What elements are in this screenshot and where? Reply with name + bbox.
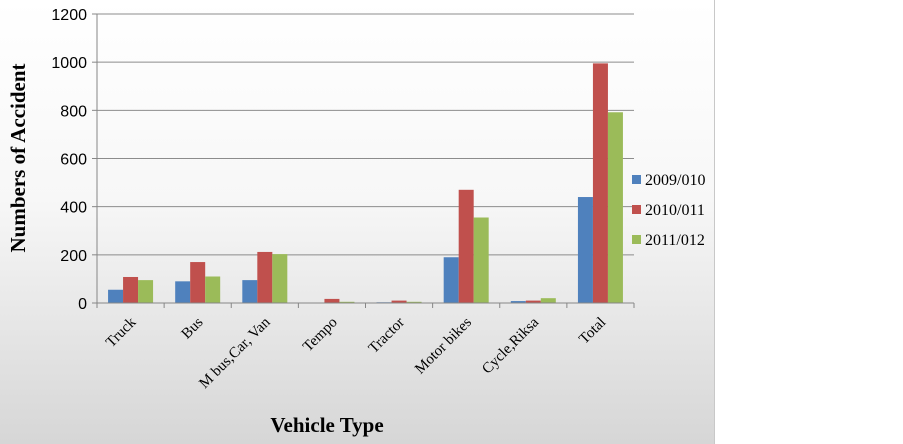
x-tick-label: Cycle,Riksa — [479, 314, 542, 377]
x-axis-label: Vehicle Type — [270, 413, 383, 437]
y-tick-label: 1200 — [51, 7, 87, 24]
legend: 2009/010 2010/011 2011/012 — [632, 172, 705, 249]
legend-swatch — [632, 205, 641, 214]
bar — [443, 257, 459, 303]
x-tick-label: Bus — [179, 314, 207, 342]
bar — [525, 300, 541, 303]
bar — [540, 298, 556, 303]
legend-swatch — [632, 235, 641, 244]
y-tick-label: 600 — [60, 152, 87, 169]
bars — [108, 63, 623, 303]
x-tick-label: Tempo — [300, 315, 341, 356]
y-tick-label: 0 — [78, 296, 87, 313]
bar — [242, 280, 258, 303]
legend-label: 2011/012 — [645, 232, 705, 249]
bar — [592, 63, 608, 303]
bar — [190, 262, 206, 303]
bar — [175, 281, 191, 303]
bar — [406, 301, 422, 303]
bar — [108, 289, 124, 303]
bar — [272, 254, 288, 303]
bar — [205, 276, 221, 303]
bar — [138, 280, 154, 303]
y-axis-label: Numbers of Accident — [6, 64, 30, 253]
gridlines — [97, 13, 634, 256]
bar — [324, 298, 340, 303]
y-tick-label: 400 — [60, 200, 87, 217]
bar — [473, 217, 489, 303]
y-tick-label: 200 — [60, 248, 87, 265]
bar — [339, 301, 355, 303]
bar — [123, 276, 139, 303]
bar — [257, 251, 273, 303]
x-tick-label: Tractor — [366, 315, 408, 357]
y-axis-ticks: 0 200 400 600 800 1000 1200 — [51, 7, 97, 313]
bar — [607, 112, 623, 303]
x-tick-label: Truck — [103, 314, 140, 351]
y-tick-label: 800 — [60, 103, 87, 120]
x-tick-label: Motor bikes — [412, 314, 475, 377]
bar — [458, 189, 474, 303]
x-tick-label: Total — [576, 315, 609, 348]
legend-label: 2009/010 — [645, 172, 705, 189]
y-tick-label: 1000 — [51, 55, 87, 72]
bar — [391, 300, 407, 303]
x-tick-label: M bus,Car, Van — [196, 314, 274, 392]
bar — [577, 197, 593, 303]
bar — [510, 301, 526, 303]
legend-label: 2010/011 — [645, 202, 705, 219]
legend-swatch — [632, 175, 641, 184]
